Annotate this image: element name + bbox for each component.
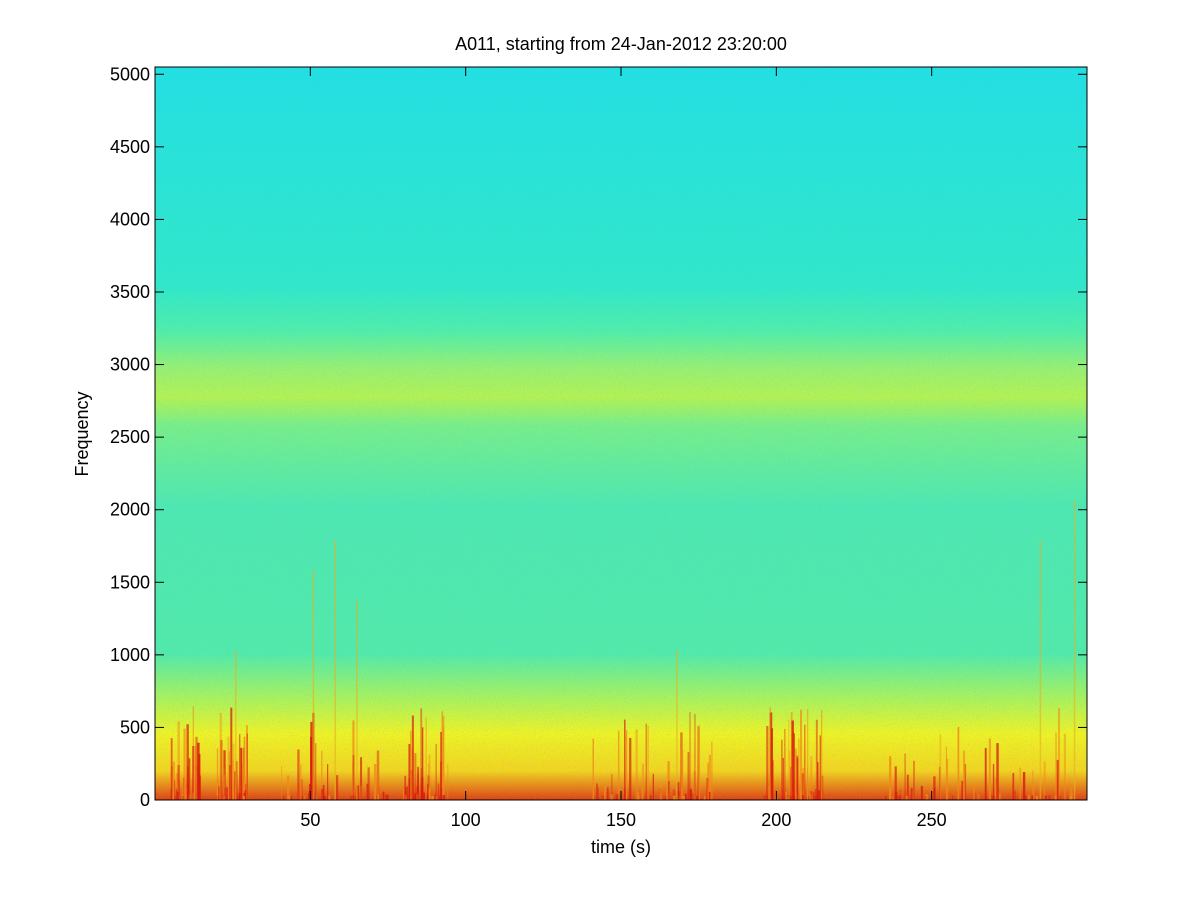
y-tick-label: 1000 bbox=[110, 645, 150, 665]
x-tick-label: 50 bbox=[300, 810, 320, 830]
y-tick-label: 500 bbox=[120, 717, 150, 737]
y-tick-label: 0 bbox=[140, 790, 150, 810]
y-tick-label: 2500 bbox=[110, 427, 150, 447]
y-axis-label: Frequency bbox=[72, 391, 92, 476]
y-tick-label: 5000 bbox=[110, 64, 150, 84]
spectrogram-image bbox=[155, 67, 1087, 800]
x-tick-label: 200 bbox=[761, 810, 791, 830]
x-tick-label: 150 bbox=[606, 810, 636, 830]
y-tick-label: 4500 bbox=[110, 137, 150, 157]
y-tick-label: 3500 bbox=[110, 282, 150, 302]
x-tick-label: 250 bbox=[917, 810, 947, 830]
x-tick-label: 100 bbox=[451, 810, 481, 830]
spectrogram-noise bbox=[155, 67, 1087, 800]
y-tick-label: 3000 bbox=[110, 355, 150, 375]
chart-title: A011, starting from 24-Jan-2012 23:20:00 bbox=[455, 34, 787, 54]
y-tick-label: 1500 bbox=[110, 572, 150, 592]
x-axis-label: time (s) bbox=[591, 837, 651, 857]
y-tick-label: 4000 bbox=[110, 209, 150, 229]
y-tick-label: 2000 bbox=[110, 500, 150, 520]
